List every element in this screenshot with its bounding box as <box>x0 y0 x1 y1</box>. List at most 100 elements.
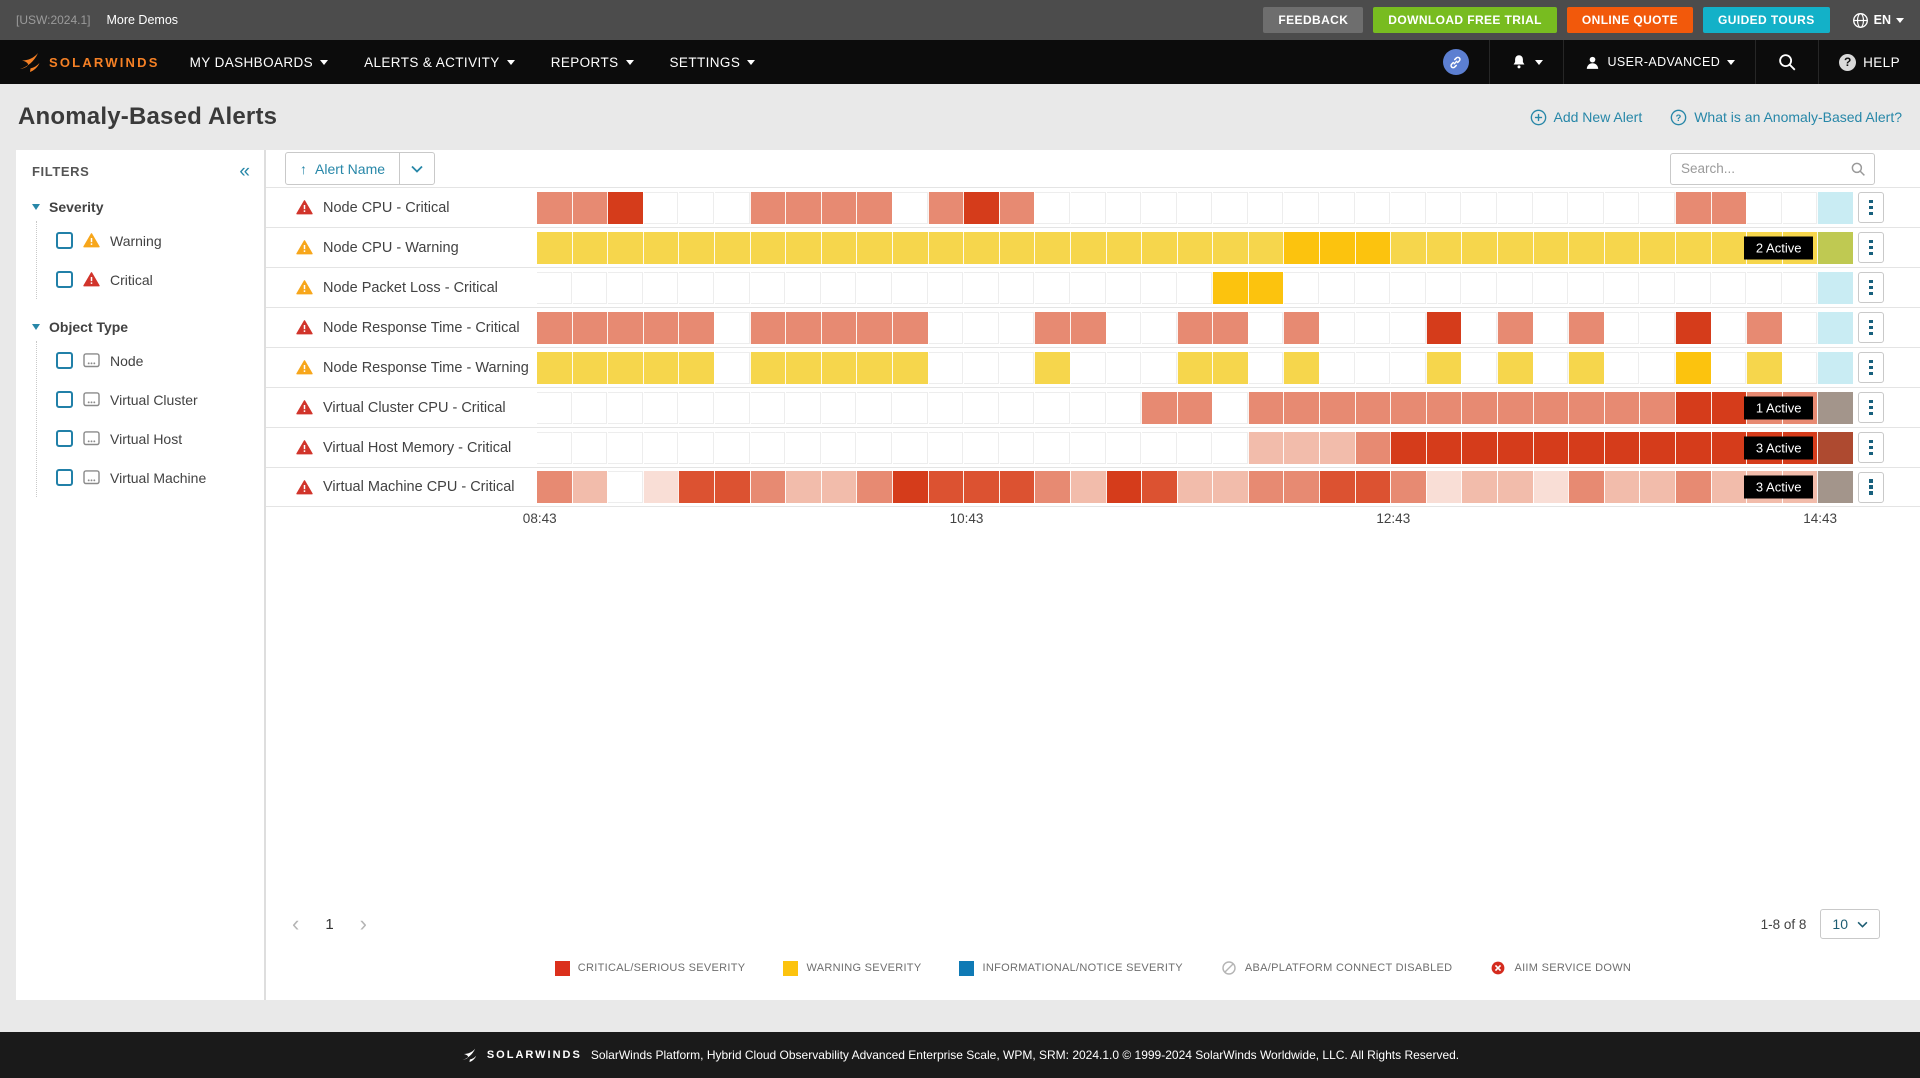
timeline-cell <box>1710 391 1747 424</box>
timeline-cell <box>1390 311 1426 344</box>
checkbox-virtual-host[interactable] <box>56 430 73 447</box>
timeline-cell <box>1212 311 1248 344</box>
alert-name[interactable]: Node Packet Loss - Critical <box>266 280 537 296</box>
filter-item-warning[interactable]: Warning <box>56 221 250 260</box>
alert-timeline[interactable]: 1 Active <box>537 391 1853 424</box>
alert-name[interactable]: Virtual Host Memory - Critical <box>266 440 537 456</box>
online-quote-button[interactable]: ONLINE QUOTE <box>1566 7 1694 33</box>
nav-item-my-dashboards[interactable]: MY DASHBOARDS <box>190 55 329 70</box>
timeline-cell <box>1746 351 1782 384</box>
legend-item-aba-platform-connect-disabled: ABA/PLATFORM CONNECT DISABLED <box>1221 960 1453 976</box>
header-links: Add New Alert ? What is an Anomaly-Based… <box>1530 109 1902 126</box>
row-menu-button[interactable] <box>1858 232 1884 263</box>
filter-item-virtual-machine[interactable]: Virtual Machine <box>56 458 250 497</box>
more-demos-link[interactable]: More Demos <box>106 13 179 27</box>
filter-item-virtual-cluster[interactable]: Virtual Cluster <box>56 380 250 419</box>
checkbox-virtual-cluster[interactable] <box>56 391 73 408</box>
timeline-cell <box>785 351 821 384</box>
node-icon <box>83 470 100 485</box>
timeline-cell <box>785 271 821 304</box>
feedback-button[interactable]: FEEDBACK <box>1263 7 1364 33</box>
sort-by-alert-name-button[interactable]: ↑ Alert Name <box>300 160 386 177</box>
timeline-cell <box>607 431 643 464</box>
timeline-cell <box>1461 231 1498 264</box>
alert-timeline[interactable] <box>537 351 1853 384</box>
next-page-button[interactable]: › <box>359 911 367 936</box>
filter-group-severity: Severity Warning Critical <box>32 199 250 299</box>
checkbox-virtual-machine[interactable] <box>56 469 73 486</box>
integrations-button[interactable] <box>1423 40 1489 84</box>
help-button[interactable]: ? HELP <box>1818 40 1920 84</box>
filter-item-node[interactable]: Node <box>56 341 250 380</box>
page-size-select[interactable]: 10 <box>1820 909 1880 939</box>
search-input[interactable] <box>1670 152 1875 185</box>
timeline-cell <box>1603 391 1640 424</box>
global-search-button[interactable] <box>1755 40 1818 84</box>
alert-name[interactable]: Node Response Time - Critical <box>266 320 537 336</box>
timeline-cell <box>607 271 643 304</box>
row-menu-button[interactable] <box>1858 192 1884 223</box>
axis-tick-label: 08:43 <box>522 511 557 526</box>
row-menu-button[interactable] <box>1858 471 1884 503</box>
alert-row-node-response-time-critical: Node Response Time - Critical <box>266 307 1920 347</box>
language-selector[interactable]: EN <box>1852 12 1904 29</box>
severity-legend: CRITICAL/SERIOUS SEVERITY WARNING SEVERIT… <box>266 946 1920 1000</box>
user-menu[interactable]: USER-ADVANCED <box>1562 40 1756 84</box>
filter-item-virtual-host[interactable]: Virtual Host <box>56 419 250 458</box>
bell-icon <box>1513 55 1524 69</box>
solarwinds-logo[interactable]: SOLARWINDS <box>18 51 160 73</box>
checkbox-node[interactable] <box>56 352 73 369</box>
notifications-button[interactable] <box>1488 40 1563 84</box>
checkbox-warning[interactable] <box>56 232 73 249</box>
timeline-cell <box>1497 231 1533 264</box>
nav-item-reports[interactable]: REPORTS <box>551 55 634 70</box>
checkbox-critical[interactable] <box>56 271 73 288</box>
filter-group-toggle-severity[interactable]: Severity <box>32 199 250 215</box>
row-menu-button[interactable] <box>1858 312 1884 343</box>
alert-name[interactable]: Node CPU - Critical <box>266 200 537 216</box>
timeline-cell <box>1212 471 1248 503</box>
timeline-cell <box>856 391 892 424</box>
download-free-trial-button[interactable]: DOWNLOAD FREE TRIAL <box>1373 7 1557 33</box>
alert-timeline[interactable] <box>537 191 1853 224</box>
timeline-cell <box>1034 231 1070 264</box>
filter-group-toggle-object-type[interactable]: Object Type <box>32 319 250 335</box>
filter-item-critical[interactable]: Critical <box>56 260 250 299</box>
alert-name[interactable]: Virtual Machine CPU - Critical <box>266 479 537 495</box>
alert-name[interactable]: Node CPU - Warning <box>266 240 537 256</box>
guided-tours-button[interactable]: GUIDED TOURS <box>1703 7 1830 33</box>
alert-timeline[interactable]: 2 Active <box>537 231 1853 264</box>
add-new-alert-link[interactable]: Add New Alert <box>1530 109 1642 126</box>
previous-page-button[interactable]: ‹ <box>292 911 300 936</box>
alert-timeline[interactable]: 3 Active <box>537 431 1853 464</box>
alert-timeline[interactable]: 3 Active <box>537 471 1853 503</box>
timeline-cell <box>1675 231 1711 264</box>
node-icon <box>83 431 100 446</box>
timeline-cell <box>1105 391 1142 424</box>
timeline-cell <box>1639 271 1675 304</box>
nav-item-alerts-activity[interactable]: ALERTS & ACTIVITY <box>364 55 515 70</box>
collapse-filters-button[interactable]: « <box>239 160 250 182</box>
alert-timeline[interactable] <box>537 311 1853 344</box>
what-is-link[interactable]: ? What is an Anomaly-Based Alert? <box>1670 109 1902 126</box>
timeline-cell <box>1034 271 1070 304</box>
alert-name[interactable]: Node Response Time - Warning <box>266 360 537 376</box>
timeline-cell <box>1639 311 1675 344</box>
timeline-cell <box>1532 431 1569 464</box>
row-menu-button[interactable] <box>1858 352 1884 383</box>
current-page[interactable]: 1 <box>325 915 334 933</box>
row-menu-button[interactable] <box>1858 392 1884 423</box>
row-menu-button[interactable] <box>1858 272 1884 303</box>
row-menu-button[interactable] <box>1858 432 1884 463</box>
timeline-cell <box>1283 431 1320 464</box>
timeline-cell <box>1283 391 1320 424</box>
pagination-range: 1-8 of 8 <box>1760 916 1807 932</box>
alert-timeline[interactable] <box>537 271 1853 304</box>
chevron-down-icon <box>747 59 756 65</box>
nav-item-settings[interactable]: SETTINGS <box>670 55 756 70</box>
timeline-cell <box>1817 231 1853 264</box>
alert-name[interactable]: Virtual Cluster CPU - Critical <box>266 400 537 416</box>
service-down-icon <box>1492 961 1505 975</box>
page-title: Anomaly-Based Alerts <box>18 103 278 130</box>
sort-options-button[interactable] <box>399 153 434 184</box>
